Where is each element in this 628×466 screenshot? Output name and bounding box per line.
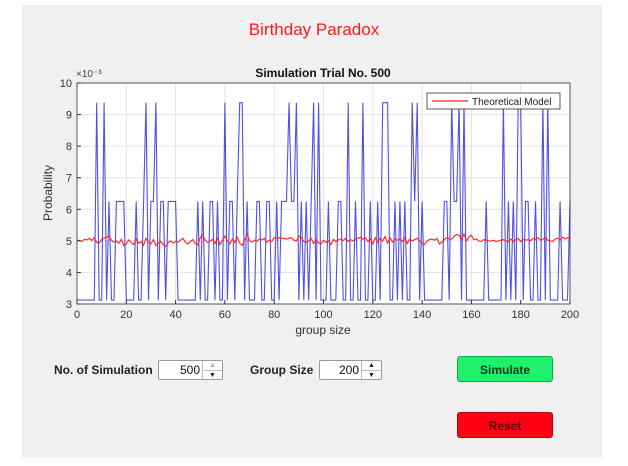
x-tick-label: 40 xyxy=(169,309,181,321)
x-tick-label: 160 xyxy=(462,309,480,321)
decrement-down-icon[interactable]: ▼ xyxy=(203,370,222,380)
chart-title: Simulation Trial No. 500 xyxy=(255,66,391,80)
group-size-label: Group Size xyxy=(250,363,314,377)
increment-up-icon[interactable]: ▲ xyxy=(209,362,216,369)
decrement-down-icon[interactable]: ▼ xyxy=(362,370,381,380)
y-axis-label: Probability xyxy=(41,165,55,221)
y-exponent-label: ×10⁻³ xyxy=(76,69,102,80)
y-tick-label: 7 xyxy=(66,173,72,185)
num-simulation-spinner[interactable]: 500 ▲ ▼ xyxy=(158,360,223,380)
group-size-value[interactable]: 200 xyxy=(338,363,359,377)
reset-button[interactable]: Reset xyxy=(457,412,553,438)
legend-label-theoretical: Theoretical Model xyxy=(472,97,551,108)
ticks: 0 20 40 60 80 100 120 140 160 180 200 3 4 5 6 7 8 9 10 xyxy=(60,78,579,321)
legend: Theoretical Model xyxy=(426,92,561,110)
x-tick-label: 100 xyxy=(314,309,332,321)
x-tick-label: 20 xyxy=(120,309,132,321)
x-tick-label: 180 xyxy=(512,309,530,321)
x-tick-label: 120 xyxy=(364,309,382,321)
y-tick-label: 6 xyxy=(66,204,72,216)
x-tick-label: 80 xyxy=(268,309,280,321)
app-title: Birthday Paradox xyxy=(248,20,380,39)
num-simulation-value[interactable]: 500 xyxy=(179,363,200,377)
y-tick-label: 4 xyxy=(66,267,72,279)
y-tick-label: 9 xyxy=(66,110,72,122)
num-simulation-label: No. of Simulation xyxy=(54,363,153,377)
group-size-spinner[interactable]: 200 ▲ ▼ xyxy=(319,360,382,380)
y-tick-label: 10 xyxy=(60,78,72,90)
x-tick-label: 0 xyxy=(74,309,80,321)
simulate-button[interactable]: Simulate xyxy=(457,356,553,382)
x-tick-label: 140 xyxy=(413,309,431,321)
x-axis-label: group size xyxy=(295,323,351,337)
y-tick-label: 5 xyxy=(66,236,72,248)
y-tick-label: 3 xyxy=(66,299,72,311)
increment-up-icon[interactable]: ▲ xyxy=(368,362,375,369)
theoretical-model-line xyxy=(76,232,571,248)
x-tick-label: 200 xyxy=(561,309,579,321)
probability-chart: 0 20 40 60 80 100 120 140 160 180 200 3 4 5 6 7 8 9 10 Sim… xyxy=(41,66,579,337)
x-tick-label: 60 xyxy=(219,309,231,321)
y-tick-label: 8 xyxy=(66,141,72,153)
